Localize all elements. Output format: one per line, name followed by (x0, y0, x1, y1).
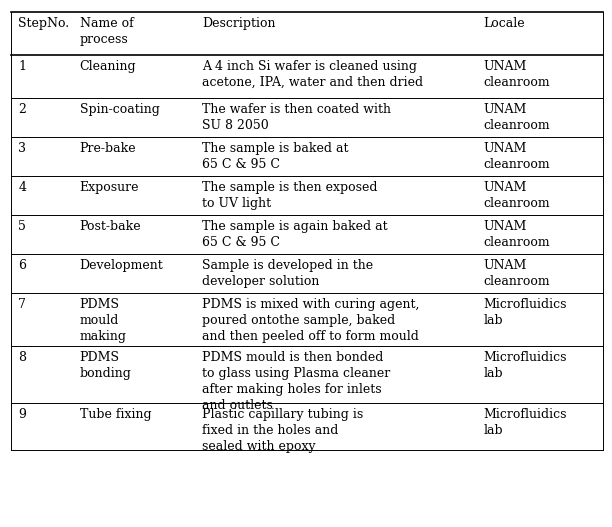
Text: 2: 2 (18, 103, 26, 116)
Text: Microfluidics
lab: Microfluidics lab (483, 408, 567, 437)
Text: Description: Description (202, 17, 275, 30)
Text: UNAM
cleanroom: UNAM cleanroom (483, 142, 550, 171)
Text: 7: 7 (18, 298, 26, 311)
Text: The sample is then exposed
to UV light: The sample is then exposed to UV light (202, 181, 378, 210)
Text: UNAM
cleanroom: UNAM cleanroom (483, 181, 550, 210)
Text: PDMS is mixed with curing agent,
poured ontothe sample, baked
and then peeled of: PDMS is mixed with curing agent, poured … (202, 298, 419, 343)
Text: PDMS mould is then bonded
to glass using Plasma cleaner
after making holes for i: PDMS mould is then bonded to glass using… (202, 351, 390, 412)
Text: Exposure: Exposure (80, 181, 139, 194)
Text: Plastic capillary tubing is
fixed in the holes and
sealed with epoxy: Plastic capillary tubing is fixed in the… (202, 408, 363, 453)
Text: The sample is again baked at
65 C & 95 C: The sample is again baked at 65 C & 95 C (202, 220, 387, 249)
Text: UNAM
cleanroom: UNAM cleanroom (483, 220, 550, 249)
Text: Development: Development (80, 259, 163, 272)
Text: Cleaning: Cleaning (80, 60, 136, 73)
Text: 6: 6 (18, 259, 26, 272)
Text: Microfluidics
lab: Microfluidics lab (483, 351, 567, 380)
Text: Locale: Locale (483, 17, 525, 30)
Text: A 4 inch Si wafer is cleaned using
acetone, IPA, water and then dried: A 4 inch Si wafer is cleaned using aceto… (202, 60, 423, 89)
Text: Microfluidics
lab: Microfluidics lab (483, 298, 567, 327)
Text: UNAM
cleanroom: UNAM cleanroom (483, 60, 550, 89)
Text: Tube fixing: Tube fixing (80, 408, 151, 421)
Text: The wafer is then coated with
SU 8 2050: The wafer is then coated with SU 8 2050 (202, 103, 391, 132)
Text: UNAM
cleanroom: UNAM cleanroom (483, 259, 550, 288)
Text: 3: 3 (18, 142, 26, 155)
Text: Name of
process: Name of process (80, 17, 133, 46)
Text: 1: 1 (18, 60, 26, 73)
Text: 5: 5 (18, 220, 26, 233)
Text: UNAM
cleanroom: UNAM cleanroom (483, 103, 550, 132)
Text: Pre-bake: Pre-bake (80, 142, 136, 155)
Text: Spin-coating: Spin-coating (80, 103, 160, 116)
Text: 9: 9 (18, 408, 26, 421)
Text: Post-bake: Post-bake (80, 220, 141, 233)
Text: PDMS
bonding: PDMS bonding (80, 351, 132, 380)
Text: PDMS
mould
making: PDMS mould making (80, 298, 127, 343)
Text: Sample is developed in the
developer solution: Sample is developed in the developer sol… (202, 259, 373, 288)
Text: The sample is baked at
65 C & 95 C: The sample is baked at 65 C & 95 C (202, 142, 348, 171)
Text: 8: 8 (18, 351, 26, 364)
Text: 4: 4 (18, 181, 26, 194)
Text: StepNo.: StepNo. (18, 17, 70, 30)
